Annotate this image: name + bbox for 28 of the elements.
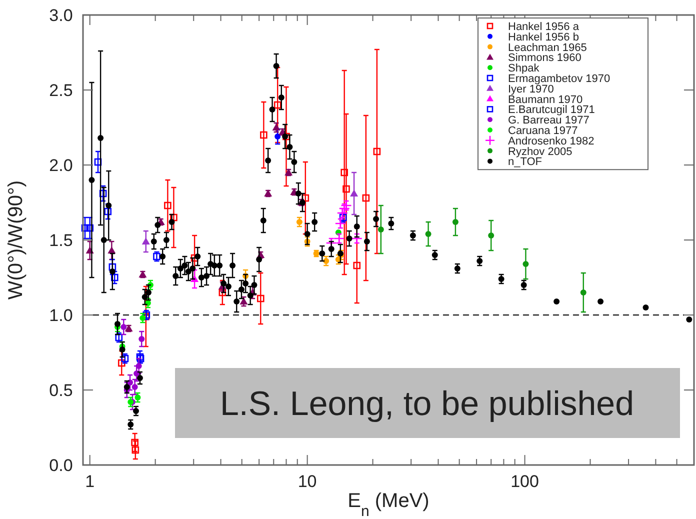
- legend-label: Androsenko 1982: [508, 135, 594, 148]
- legend-label: Shpak: [508, 62, 540, 75]
- x-tick-label: 1: [85, 472, 95, 491]
- y-tick-label: 0.5: [49, 381, 73, 400]
- legend-label: Baumann 1970: [508, 94, 583, 106]
- y-tick-label: 2.5: [49, 81, 73, 100]
- y-tick-label: 3.0: [49, 6, 73, 25]
- legend-label: Leachman 1965: [508, 42, 587, 54]
- x-axis-title: E$_{n}$ (MeV): [348, 490, 430, 519]
- legend-label: Hankel 1956 a: [508, 21, 580, 33]
- legend-label: Iyer 1970: [508, 83, 554, 96]
- x-tick-label: 100: [510, 472, 539, 491]
- legend-label: Hankel 1956 b: [508, 31, 579, 44]
- y-tick-label: 1.5: [49, 231, 73, 250]
- legend-label: Ermagambetov 1970: [508, 73, 610, 85]
- legend-label: E.Barutcugil 1971: [508, 104, 595, 116]
- y-axis-title: W(0°)/W(90°): [5, 180, 27, 300]
- legend-label: G. Barreau 1977: [508, 114, 590, 127]
- legend-label: Ryzhov 2005: [508, 146, 572, 158]
- y-tick-label: 2.0: [49, 156, 73, 175]
- legend-label: Simmons 1960: [508, 52, 582, 64]
- legend-label: n_TOF: [508, 156, 542, 168]
- legend-label: Caruana 1977: [508, 125, 578, 137]
- caption-box: L.S. Leong, to be published: [175, 368, 680, 438]
- y-tick-label: 0.0: [49, 456, 73, 475]
- annotation: L.S. Leong, to be published: [220, 385, 634, 423]
- x-tick-label: 10: [298, 472, 317, 491]
- y-tick-label: 1.0: [49, 306, 73, 325]
